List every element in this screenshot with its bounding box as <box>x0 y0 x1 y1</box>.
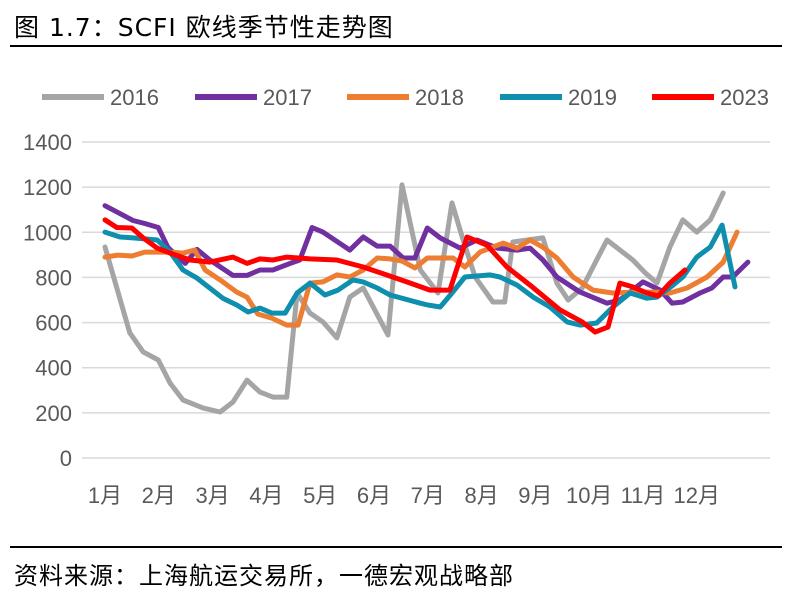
x-tick-label: 6月 <box>357 483 391 508</box>
x-tick-label: 5月 <box>303 483 337 508</box>
x-tick-label: 4月 <box>249 483 283 508</box>
x-tick-label: 1月 <box>88 483 122 508</box>
series-line-2018 <box>102 229 740 328</box>
x-tick-label: 3月 <box>195 483 229 508</box>
legend-label-2023: 2023 <box>720 85 769 110</box>
y-tick-label: 1200 <box>23 175 72 200</box>
x-tick-label: 12月 <box>674 483 720 508</box>
x-tick-label: 11月 <box>621 483 666 508</box>
x-tick-label: 2月 <box>142 483 176 508</box>
y-tick-label: 200 <box>35 401 72 426</box>
x-axis-ticks: 1月 2月 3月 4月 5月 6月 7月 8月 9月 10月 11月 12月 <box>88 483 720 508</box>
y-tick-label: 1400 <box>23 130 72 155</box>
y-tick-label: 1000 <box>23 220 72 245</box>
series-line-2023 <box>102 217 688 335</box>
legend-label-2018: 2018 <box>415 85 464 110</box>
legend-label-2017: 2017 <box>263 85 312 110</box>
legend-label-2019: 2019 <box>568 85 617 110</box>
series-line-2019 <box>102 222 738 328</box>
x-tick-label: 9月 <box>518 483 552 508</box>
y-axis-ticks: 0 200 400 600 800 1000 1200 1400 <box>23 130 72 471</box>
source-note: 资料来源：上海航运交易所，一德宏观战略部 <box>14 562 514 590</box>
figure-title: 图 1.7：SCFI 欧线季节性走势图 <box>14 13 394 42</box>
y-tick-label: 600 <box>35 311 72 336</box>
x-tick-label: 7月 <box>411 483 445 508</box>
y-tick-label: 0 <box>60 446 72 471</box>
series-line-2016 <box>102 182 726 415</box>
x-tick-label: 10月 <box>566 483 612 508</box>
x-tick-label: 8月 <box>464 483 498 508</box>
gridlines <box>82 141 770 459</box>
y-tick-label: 400 <box>35 356 72 381</box>
source-divider <box>10 546 782 548</box>
legend-label-2016: 2016 <box>110 85 159 110</box>
title-divider <box>10 45 782 47</box>
series-lines <box>102 182 751 415</box>
legend: 2016 2017 2018 2019 2023 <box>42 85 769 110</box>
y-tick-label: 800 <box>35 265 72 290</box>
